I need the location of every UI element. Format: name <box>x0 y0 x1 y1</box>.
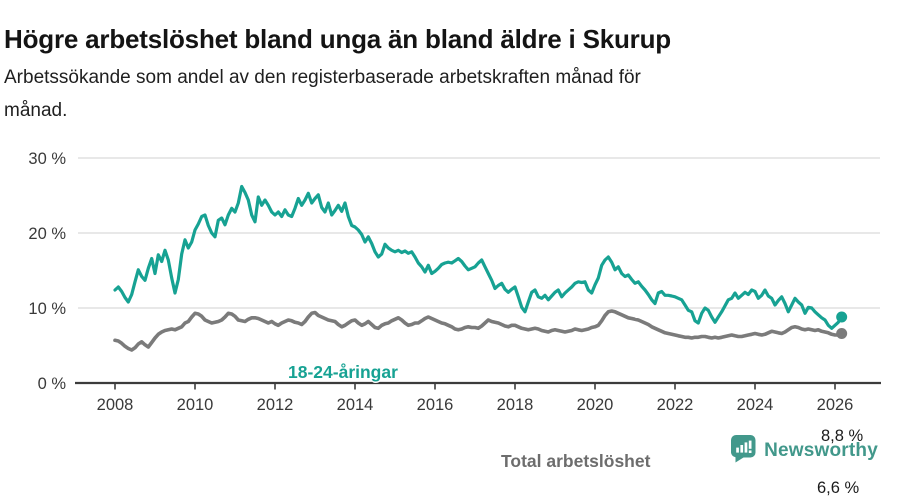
end-dot-total <box>836 328 848 339</box>
chart-subtitle-line-2: månad. <box>4 100 68 121</box>
y-axis-label-0: 0 % <box>38 375 67 393</box>
chart-plot-area: 0 % 10 % 20 % 30 % 2008 2010 2012 2014 2016 2018 2… <box>28 150 881 414</box>
x-axis-label-2018: 2018 <box>497 396 534 414</box>
series-label-total: Total arbetslöshet <box>501 451 651 471</box>
page-title: Högre arbetslöshet bland unga än bland ä… <box>4 24 671 55</box>
end-dot-18-24 <box>836 311 848 323</box>
x-axis-label-2008: 2008 <box>97 396 134 414</box>
brand-name: Newsworthy <box>764 440 878 461</box>
series-line-18-24 <box>113 184 844 330</box>
x-axis-label-2010: 2010 <box>177 396 214 414</box>
x-axis-label-2022: 2022 <box>657 396 694 414</box>
line-chart: 0 % 10 % 20 % 30 % 2008 2010 2012 2014 2016 2018 2… <box>0 140 900 497</box>
x-axis-label-2012: 2012 <box>257 396 294 414</box>
chart-subtitle-line-1: Arbetssökande som andel av den registerb… <box>4 67 641 88</box>
y-axis-label-10: 10 % <box>28 300 66 318</box>
y-axis-label-20: 20 % <box>28 225 66 243</box>
y-axis-label-30: 30 % <box>28 150 66 168</box>
x-axis-label-2014: 2014 <box>337 396 374 414</box>
x-axis-label-2024: 2024 <box>737 396 774 414</box>
x-axis-label-2020: 2020 <box>577 396 614 414</box>
newsworthy-brand: Newsworthy <box>731 434 878 468</box>
end-value-label-total: 6,6 % <box>817 479 860 497</box>
x-axis-label-2026: 2026 <box>817 396 854 414</box>
newsworthy-logo-icon <box>731 434 756 468</box>
series-line-total <box>113 309 844 352</box>
series-label-18-24: 18-24-åringar <box>288 362 398 382</box>
end-value-label-18-24: 8,8 % <box>821 427 864 445</box>
x-axis-label-2016: 2016 <box>417 396 454 414</box>
